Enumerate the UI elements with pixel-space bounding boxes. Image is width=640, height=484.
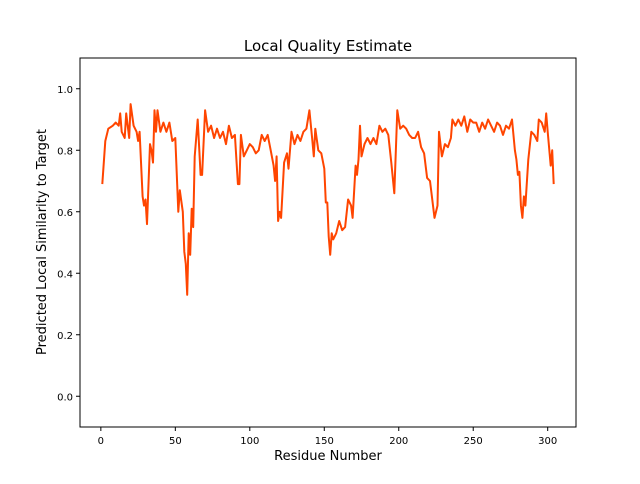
y-axis-label: Predicted Local Similarity to Target	[35, 129, 50, 355]
x-tick-label: 0	[98, 436, 104, 447]
y-tick-label: 1.0	[57, 85, 73, 96]
x-tick-label: 100	[240, 436, 259, 447]
x-tick-label: 50	[169, 436, 182, 447]
y-tick-label: 0.0	[57, 392, 73, 403]
x-axis-label: Residue Number	[274, 449, 382, 464]
x-tick-label: 300	[538, 436, 557, 447]
x-tick-label: 150	[315, 436, 334, 447]
y-tick-label: 0.4	[57, 269, 73, 280]
y-tick-label: 0.6	[57, 208, 73, 219]
y-tick-label: 0.2	[57, 331, 73, 342]
x-tick-label: 250	[464, 436, 483, 447]
x-tick-label: 200	[389, 436, 408, 447]
chart-title: Local Quality Estimate	[244, 37, 412, 55]
y-tick-label: 0.8	[57, 146, 73, 157]
